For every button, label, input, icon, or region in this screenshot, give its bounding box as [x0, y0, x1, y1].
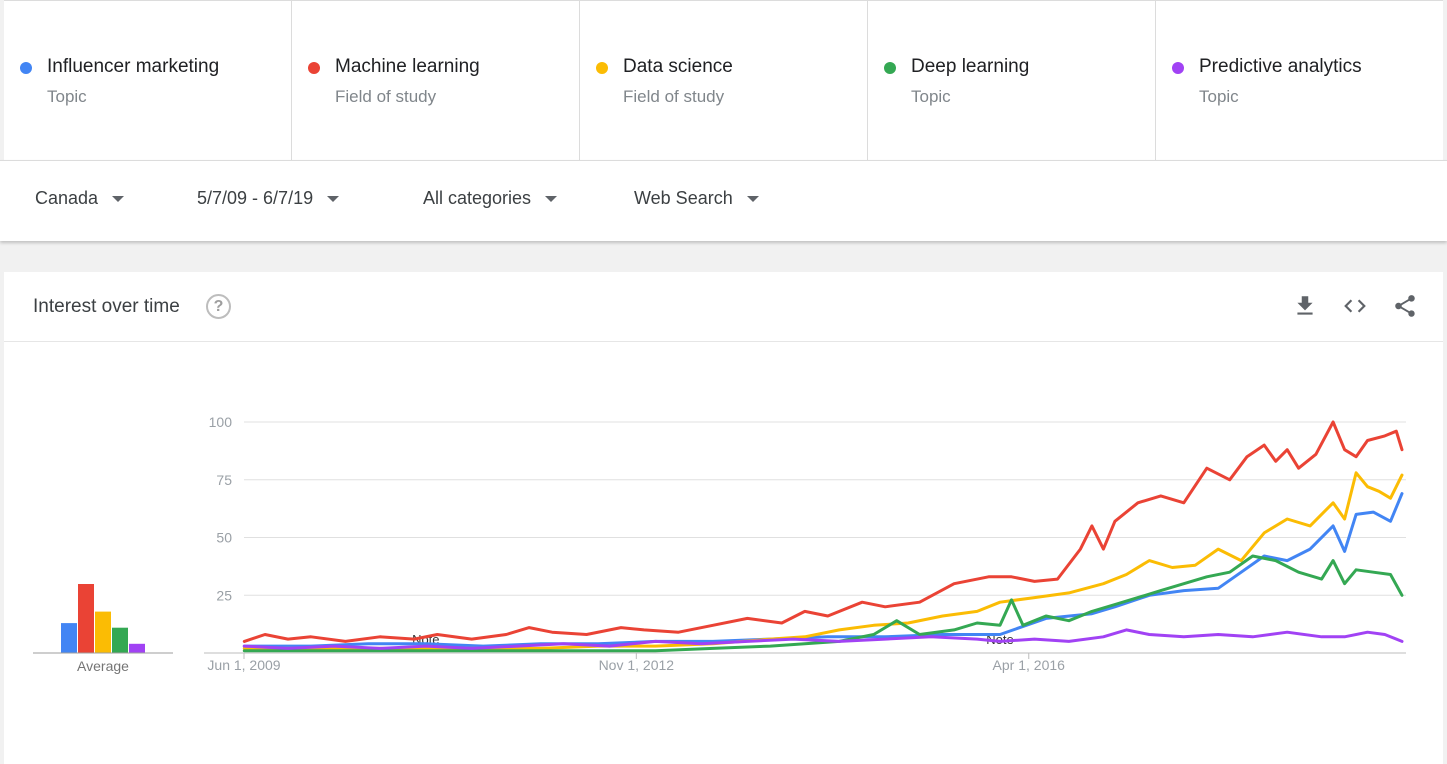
- series-color-dot: [20, 62, 32, 74]
- term-card-2[interactable]: Machine learning Field of study: [292, 1, 580, 160]
- card-title: Interest over time: [33, 296, 180, 317]
- term-type: Field of study: [623, 87, 725, 106]
- term-name: Data science: [623, 56, 733, 77]
- term-card-3[interactable]: Data science Field of study: [580, 1, 868, 160]
- search-type-dropdown[interactable]: Web Search: [634, 188, 759, 209]
- average-bar: [61, 623, 77, 653]
- region-label: Canada: [35, 188, 99, 208]
- download-icon[interactable]: [1292, 293, 1318, 319]
- x-axis-ticks: Jun 1, 2009 Nov 1, 2012 Apr 1, 2016: [207, 653, 1065, 673]
- x-tick-label: Apr 1, 2016: [993, 657, 1066, 673]
- filters-bar: Canada 5/7/09 - 6/7/19 All categories We…: [0, 160, 1447, 241]
- series-color-dot: [308, 62, 320, 74]
- series-color-dot: [1172, 62, 1184, 74]
- term-card-5[interactable]: Predictive analytics Topic: [1156, 1, 1443, 160]
- help-circle-icon[interactable]: ?: [206, 294, 231, 319]
- share-icon[interactable]: [1392, 293, 1418, 319]
- category-label: All categories: [423, 188, 532, 208]
- date-range-dropdown[interactable]: 5/7/09 - 6/7/19: [197, 188, 340, 209]
- term-name: Predictive analytics: [1199, 56, 1362, 77]
- embed-code-icon[interactable]: [1342, 293, 1368, 319]
- term-name: Influencer marketing: [47, 56, 220, 77]
- series-line-machine-learning: [242, 420, 1404, 643]
- term-type: Topic: [1199, 87, 1239, 106]
- interest-over-time-card: Interest over time ? Average 25 50 75 100 N…: [4, 272, 1443, 764]
- chart-series: [242, 420, 1404, 653]
- term-card-4[interactable]: Deep learning Topic: [868, 1, 1156, 160]
- term-type: Topic: [47, 87, 87, 106]
- search-type-label: Web Search: [634, 188, 733, 208]
- series-line-influencer-marketing: [242, 492, 1404, 648]
- average-bar: [95, 611, 111, 653]
- comparison-terms-bar: Influencer marketing Topic Machine learn…: [4, 0, 1443, 160]
- y-tick-label: 50: [216, 530, 232, 546]
- date-range-label: 5/7/09 - 6/7/19: [197, 188, 314, 208]
- x-tick-label: Nov 1, 2012: [599, 657, 675, 673]
- region-dropdown[interactable]: Canada: [35, 188, 125, 209]
- series-line-deep-learning: [242, 554, 1404, 653]
- y-tick-label: 25: [216, 587, 232, 603]
- y-tick-label: 100: [209, 414, 233, 430]
- card-header: Interest over time ?: [4, 272, 1443, 342]
- series-color-dot: [884, 62, 896, 74]
- average-bar: [112, 627, 128, 653]
- chevron-down-icon: [545, 195, 558, 202]
- term-type: Field of study: [335, 87, 437, 106]
- term-type: Topic: [911, 87, 951, 106]
- term-name: Machine learning: [335, 56, 480, 77]
- x-tick-label: Jun 1, 2009: [207, 657, 280, 673]
- chevron-down-icon: [746, 195, 759, 202]
- chart-gridlines: 25 50 75 100: [204, 414, 1406, 654]
- chevron-down-icon: [327, 195, 340, 202]
- average-label: Average: [77, 658, 129, 674]
- series-line-predictive-analytics: [242, 628, 1404, 650]
- term-card-1[interactable]: Influencer marketing Topic: [4, 1, 292, 160]
- term-name: Deep learning: [911, 56, 1030, 77]
- average-bars: [61, 584, 145, 653]
- series-line-data-science: [242, 471, 1404, 650]
- average-bar: [129, 643, 145, 653]
- average-bar: [78, 584, 94, 653]
- category-dropdown[interactable]: All categories: [423, 188, 558, 209]
- y-tick-label: 75: [216, 472, 232, 488]
- series-color-dot: [596, 62, 608, 74]
- chevron-down-icon: [112, 195, 125, 202]
